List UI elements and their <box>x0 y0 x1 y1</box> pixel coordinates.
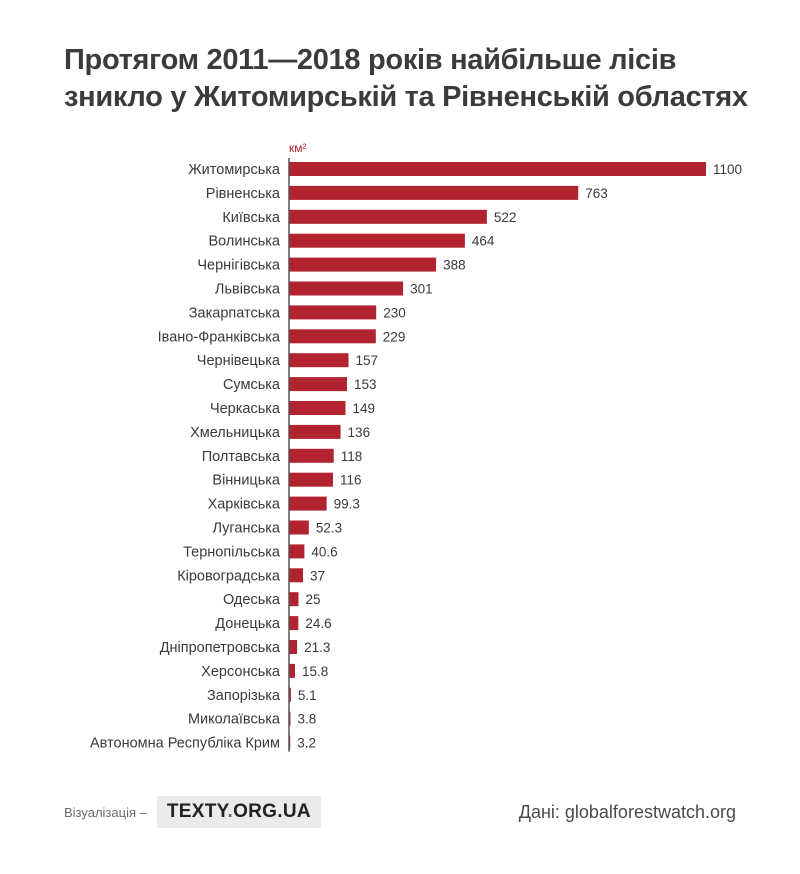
logo-domain-text: ORG.UA <box>233 801 311 822</box>
value-label: 157 <box>356 353 379 368</box>
category-label: Чернівецька <box>197 353 281 369</box>
category-label: Чернігівська <box>197 258 281 274</box>
data-source: Дані: globalforestwatch.org <box>518 802 736 822</box>
category-label: Донецька <box>215 616 281 632</box>
value-label: 153 <box>354 377 377 392</box>
bar <box>289 568 304 583</box>
bar <box>289 496 327 511</box>
category-label: Рівненська <box>206 186 281 202</box>
category-label: Миколаївська <box>188 712 281 728</box>
value-label: 52.3 <box>316 521 342 536</box>
value-label: 37 <box>310 568 325 583</box>
value-label: 24.6 <box>305 616 331 631</box>
bar <box>289 520 309 535</box>
chart-title-line-2: зникло у Житомирській та Рівненській обл… <box>64 81 748 113</box>
category-label: Херсонська <box>201 664 281 680</box>
logo-dot: . <box>227 801 234 822</box>
value-label: 5.1 <box>298 688 317 703</box>
bar <box>289 185 579 200</box>
category-label: Харківська <box>208 497 281 513</box>
bar-chart: км² Житомирська 1100 Рівненська 763 Київська 5… <box>90 141 742 752</box>
category-label: Київська <box>222 210 281 226</box>
bar <box>289 663 295 678</box>
value-label: 763 <box>585 186 608 201</box>
value-label: 522 <box>494 210 517 225</box>
category-label: Дніпропетровська <box>160 640 281 656</box>
logo-main-text: TEXTY <box>166 801 228 822</box>
category-label: Волинська <box>208 234 280 250</box>
value-label: 229 <box>383 329 406 344</box>
value-label: 99.3 <box>334 497 360 512</box>
value-label: 116 <box>340 473 362 488</box>
bar <box>289 401 346 415</box>
bar <box>289 472 333 487</box>
category-label: Тернопільська <box>183 544 281 560</box>
value-label: 149 <box>352 401 375 416</box>
value-label: 3.8 <box>297 712 316 727</box>
category-label: Житомирська <box>188 162 281 178</box>
bar <box>289 592 299 607</box>
value-label: 21.3 <box>304 640 330 655</box>
value-label: 15.8 <box>302 664 328 679</box>
bar <box>289 257 437 272</box>
value-label: 230 <box>383 305 406 320</box>
category-label: Сумська <box>223 377 281 393</box>
bar <box>289 687 291 702</box>
category-label: Луганська <box>212 521 280 537</box>
bar <box>289 616 299 631</box>
value-label: 464 <box>472 234 495 249</box>
bar <box>289 544 305 559</box>
bar <box>289 209 487 224</box>
category-label: Вінницька <box>212 473 281 489</box>
visualization-label: Візуалізація – <box>64 804 147 820</box>
value-label: 3.2 <box>297 736 316 751</box>
unit-label: км² <box>289 141 307 155</box>
value-label: 388 <box>443 258 466 273</box>
category-label: Черкаська <box>210 401 281 417</box>
bar <box>289 233 465 248</box>
chart-title: Протягом 2011—2018 років найбільше лісів… <box>64 42 764 116</box>
category-label: Полтавська <box>202 449 281 465</box>
value-label: 118 <box>341 449 363 464</box>
bar <box>289 377 348 392</box>
category-label: Автономна Республіка Крим <box>90 736 280 752</box>
category-label: Одеська <box>223 592 281 608</box>
value-label: 301 <box>410 282 433 297</box>
bar <box>289 329 376 344</box>
category-label: Хмельницька <box>190 425 281 441</box>
category-label: Івано-Франківська <box>158 329 281 345</box>
bar <box>289 281 404 296</box>
value-label: 25 <box>305 592 320 607</box>
texty-logo[interactable]: TEXTY.ORG.UA <box>156 796 321 828</box>
bar <box>289 640 298 654</box>
category-label: Львівська <box>215 282 281 298</box>
visualization-credit: Візуалізація – TEXTY.ORG.UA <box>64 796 321 828</box>
bar <box>289 305 377 320</box>
bar <box>289 353 349 368</box>
category-label: Запорізька <box>207 688 281 704</box>
category-label: Кіровоградська <box>177 568 281 584</box>
value-label: 40.6 <box>311 544 337 559</box>
value-label: 136 <box>348 425 371 440</box>
chart-title-line-1: Протягом 2011—2018 років найбільше лісів <box>64 44 677 76</box>
category-label: Закарпатська <box>189 305 281 321</box>
bar <box>289 424 341 439</box>
bar <box>289 162 706 176</box>
bar <box>289 448 334 463</box>
value-label: 1100 <box>713 162 742 177</box>
